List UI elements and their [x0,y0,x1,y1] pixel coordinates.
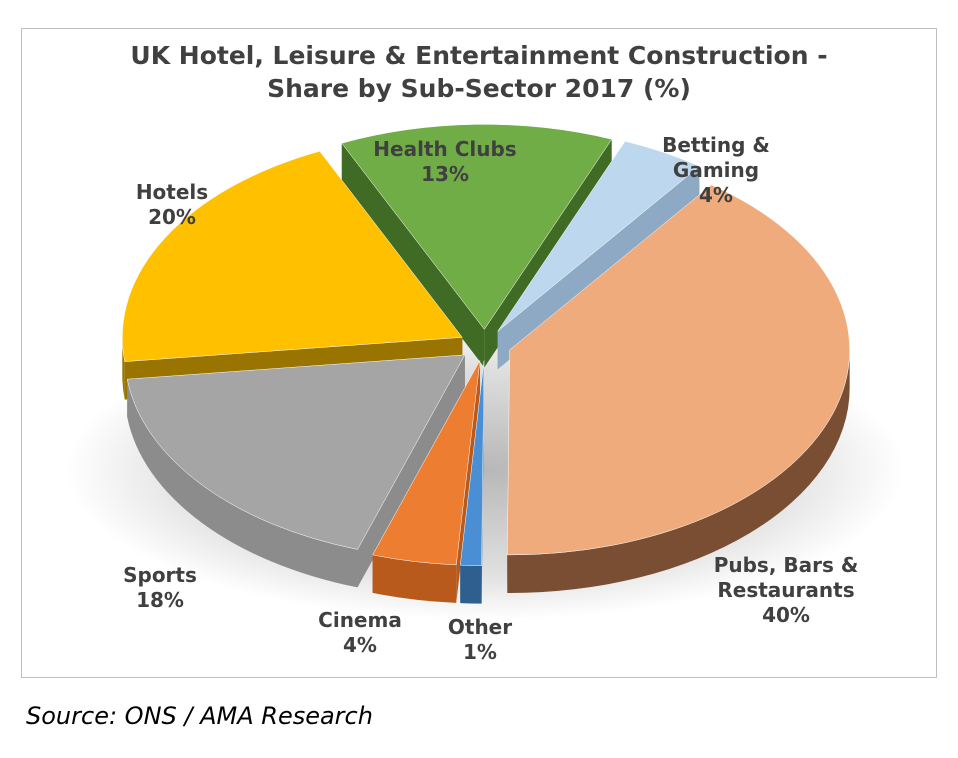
slice-wall-sports [357,354,465,588]
slice-wall-health-clubs [341,143,485,368]
slice-side-pubs-bars-restaurants [507,349,850,593]
chart-title-line-1: UK Hotel, Leisure & Entertainment Constr… [130,41,828,70]
slice-label-text: Sports [123,563,197,587]
slice-label-text: Health Clubs [373,137,517,161]
slice-label-text: Cinema [318,608,402,632]
slice-pubs-bars-restaurants [507,184,850,556]
slice-sports [126,354,466,550]
slice-other [460,360,485,566]
slice-label-text: Gaming [672,158,760,182]
slice-label-text: Betting & [662,133,770,157]
slice-side-cinema [372,554,457,603]
slice-label-health-clubs: Health Clubs 13% [345,137,545,187]
slice-value-label: 4% [343,633,377,657]
slice-label-text: Hotels [135,180,209,204]
slice-label-hotels: Hotels 20% [72,180,272,230]
slice-label-text: Restaurants [717,578,855,602]
slice-hotels [122,150,463,362]
slice-value-label: 18% [136,588,184,612]
slice-label-sports: Sports 18% [60,563,260,613]
slice-label-pubs-bars-restaurants: Pubs, Bars & Restaurants 40% [686,553,886,628]
slice-label-text: Other [447,615,513,639]
source-note: Source: ONS / AMA Research [26,702,373,730]
slice-cinema [372,360,481,566]
slice-label-cinema: Cinema 4% [260,608,460,658]
slice-label-betting-gaming: Betting & Gaming 4% [616,133,816,208]
slice-health-clubs [341,124,613,330]
slice-side-sports [127,379,358,588]
slice-value-label: 40% [762,603,810,627]
slice-betting-gaming [497,140,700,332]
slice-wall-cinema [456,360,480,603]
slice-value-label: 1% [463,640,497,664]
chart-title: UK Hotel, Leisure & Entertainment Constr… [22,39,936,105]
pie-slices [122,124,850,604]
slice-value-label: 13% [421,162,469,186]
slice-value-label: 4% [699,183,733,207]
slice-side-hotels [122,337,125,400]
slice-side-other [460,565,482,604]
slice-value-label: 20% [148,205,196,229]
slice-label-other: Other 1% [380,615,580,665]
slice-label-text: Pubs, Bars & [713,553,859,577]
chart-title-line-2: Share by Sub-Sector 2017 (%) [267,74,691,103]
